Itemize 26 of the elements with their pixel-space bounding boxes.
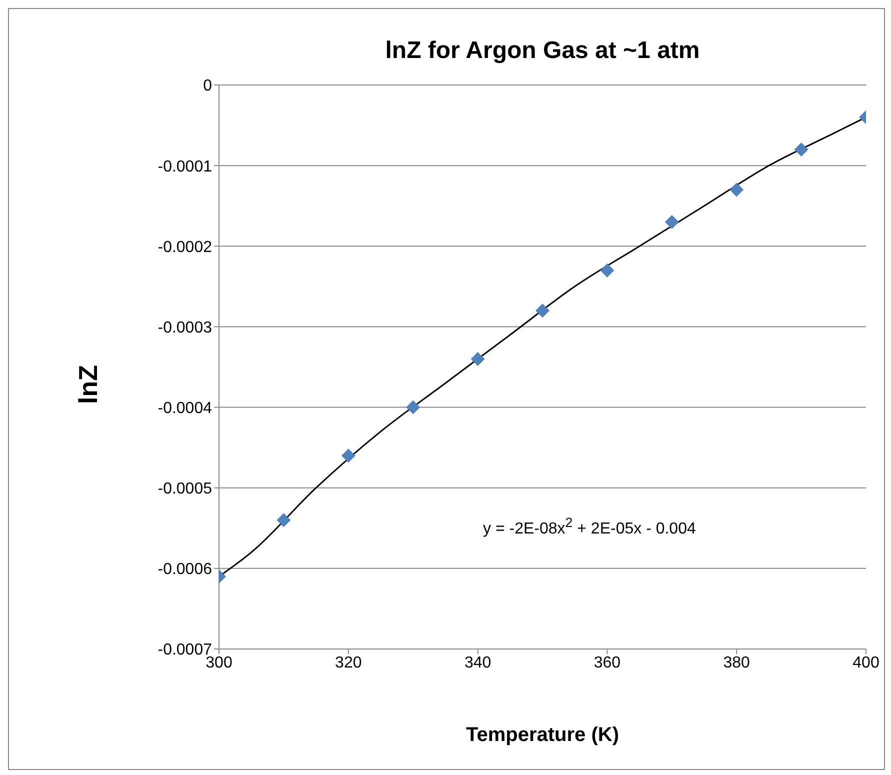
point (276, 513, 291, 528)
x-tick-label: 320 (335, 654, 362, 672)
chart-title: lnZ for Argon Gas at ~1 atm (384, 37, 701, 65)
y-tick-label: 0 (203, 78, 212, 95)
x-tick-label: 400 (852, 654, 880, 672)
y-axis-title: lnZ (73, 365, 104, 404)
y-tick-label: -0.0004 (158, 400, 212, 417)
x-tick-label: 360 (594, 654, 621, 672)
point (341, 448, 356, 463)
y-tick-label: -0.0001 (158, 158, 212, 176)
point (794, 142, 808, 156)
x-tick-label: 300 (206, 654, 232, 672)
y-tick-label: -0.0002 (158, 238, 212, 256)
annotation: y = -2E-08x$^{2}$ + 2E-05x - 0.004 (483, 515, 696, 538)
point (730, 182, 744, 197)
x-tick-label: 340 (464, 654, 492, 672)
point (664, 214, 679, 229)
y-tick-label: -0.0003 (158, 319, 212, 336)
x-tick-label: 380 (723, 654, 750, 672)
point (536, 304, 550, 318)
point (600, 263, 614, 278)
point (406, 400, 420, 414)
y-tick-label: -0.0006 (158, 561, 212, 578)
y-tick-label: -0.0005 (158, 480, 212, 498)
x-axis-title: Temperature (K) (465, 724, 620, 747)
point (470, 352, 485, 366)
